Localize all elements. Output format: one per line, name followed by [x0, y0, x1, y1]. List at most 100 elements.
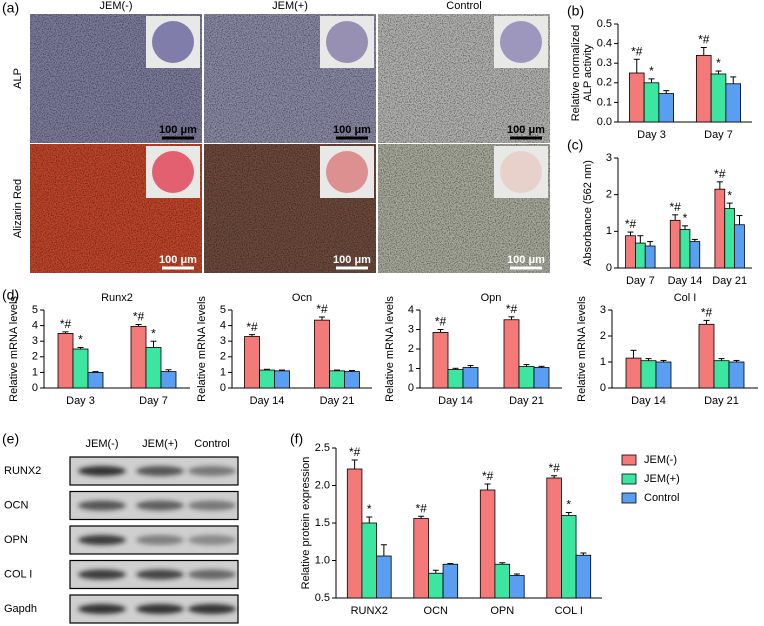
bar [669, 219, 681, 269]
y-tick-label: 0 [600, 382, 606, 394]
y-tick-label: 3 [220, 335, 226, 347]
bar [413, 518, 429, 599]
bar [728, 361, 745, 389]
bar [655, 361, 672, 389]
significance-label: * [367, 502, 372, 516]
y-tick-label: 2 [32, 351, 38, 363]
x-tick-label: Day 14 [438, 395, 473, 407]
inset-well [500, 151, 542, 193]
scale-bar-label: 100 μm [159, 254, 197, 266]
y-tick-label: 0.4 [597, 38, 612, 50]
blot-row-label: COL I [4, 568, 32, 580]
blot-row-label: RUNX2 [4, 465, 41, 477]
bar [376, 555, 392, 599]
y-tick-label: 0.5 [315, 592, 330, 604]
legend-label: JEM(-) [644, 454, 677, 466]
row-label: Alizarin Red [12, 179, 24, 238]
legend-swatch [621, 473, 637, 485]
significance-label: * [727, 188, 732, 202]
bar [130, 325, 147, 389]
y-axis-title: Relative mRNA levels [196, 296, 208, 402]
y-tick-label: 0.0 [597, 116, 612, 128]
y-tick-label: 2.0 [315, 479, 330, 491]
bar [442, 563, 459, 599]
bar [724, 208, 735, 269]
significance-label: *# [714, 167, 726, 181]
x-tick-label: Day 21 [712, 275, 747, 287]
y-axis-title: Relative normalized [570, 25, 582, 122]
bar [658, 93, 675, 123]
y-tick-label: 3 [32, 335, 38, 347]
blot-row-label: OPN [4, 534, 28, 546]
significance-label: *# [670, 200, 682, 214]
panel-label: (b) [567, 3, 584, 19]
bar [329, 370, 345, 389]
y-tick-label: 2 [600, 330, 606, 342]
x-tick-label: Day 14 [631, 395, 666, 407]
x-tick-label: Day 3 [637, 129, 666, 141]
bar [244, 336, 260, 389]
bar [725, 83, 742, 123]
scale-bar-label: 100 μm [333, 124, 371, 136]
column-header: JEM(+) [272, 0, 308, 12]
bar [695, 54, 712, 123]
bar [689, 241, 701, 269]
bar [314, 319, 330, 389]
bar [640, 360, 657, 389]
x-tick-label: Day 21 [509, 395, 544, 407]
bar [644, 245, 656, 269]
significance-label: *# [482, 469, 494, 483]
inset-well [326, 151, 368, 193]
bar [344, 371, 360, 389]
y-tick-label: 0 [220, 382, 226, 394]
panel-label: (e) [2, 431, 19, 447]
panel-label: (a) [2, 0, 19, 16]
significance-label: *# [506, 302, 518, 316]
blot-band [136, 604, 184, 614]
chart-title: Ocn [292, 292, 312, 304]
x-tick-label: Day 7 [139, 395, 168, 407]
y-tick-label: 1.0 [315, 554, 330, 566]
bar [710, 73, 727, 123]
blot-band [78, 466, 126, 476]
significance-label: *# [415, 501, 427, 515]
y-tick-label: 0 [32, 382, 38, 394]
bar [713, 360, 730, 389]
x-tick-label: Day 14 [250, 395, 285, 407]
y-tick-label: 1 [600, 356, 606, 368]
y-tick-label: 1 [32, 366, 38, 378]
blot-band [188, 535, 236, 545]
column-header: JEM(-) [100, 0, 133, 12]
chart-title: Col I [674, 292, 697, 304]
y-tick-label: 2 [606, 189, 612, 201]
column-header: Control [446, 0, 481, 12]
blot-band [136, 535, 184, 545]
blot-band [136, 500, 184, 511]
blot-band [78, 500, 126, 511]
blot-column-header: JEM(-) [86, 438, 119, 450]
scale-bar-label: 100 μm [333, 254, 371, 266]
blot-band [136, 466, 184, 476]
y-tick-label: 0 [408, 382, 414, 394]
scale-bar-label: 100 μm [507, 124, 545, 136]
inset-well [152, 151, 194, 193]
blot-band [188, 569, 236, 580]
bar [87, 371, 104, 389]
y-tick-label: 5 [220, 304, 226, 316]
legend-swatch [621, 492, 637, 504]
blot-band [188, 466, 236, 476]
significance-label: *# [625, 217, 637, 231]
x-tick-label: Day 3 [66, 395, 95, 407]
bar [494, 563, 510, 599]
significance-label: *# [349, 445, 361, 459]
bar [643, 82, 660, 123]
significance-label: *# [246, 320, 258, 334]
bar [533, 367, 550, 389]
bar [625, 357, 642, 389]
significance-label: * [716, 56, 721, 70]
x-tick-label: OCN [424, 605, 449, 617]
inset-well [500, 21, 542, 63]
row-label: ALP [12, 68, 24, 89]
legend-label: JEM(+) [644, 473, 680, 485]
